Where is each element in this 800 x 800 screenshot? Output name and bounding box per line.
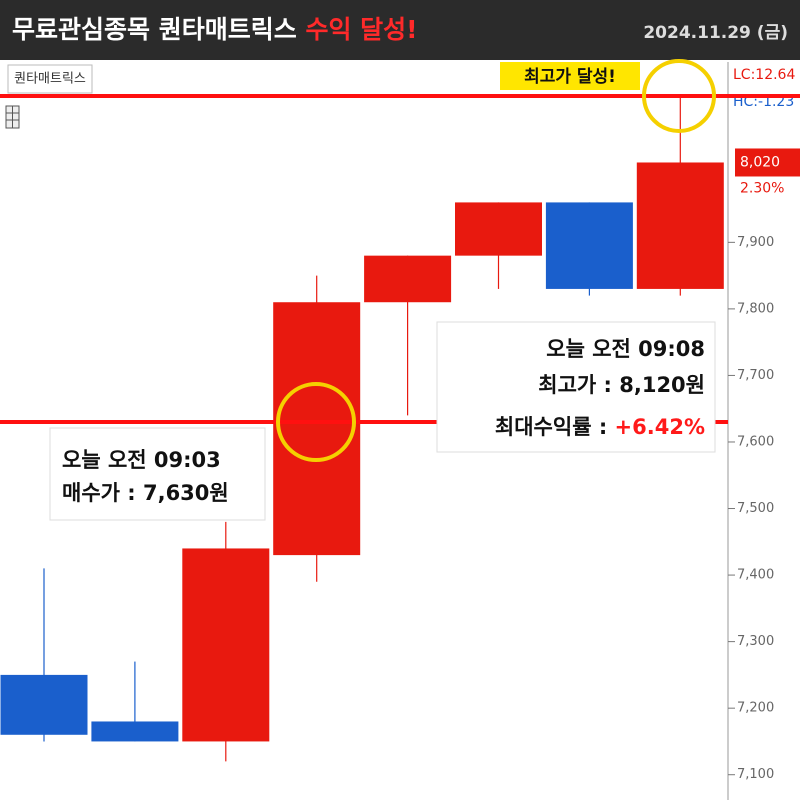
grid-icon [5,105,20,129]
buy-box [49,427,266,521]
current-price: 8,020 [740,154,780,170]
buy-circle [276,382,356,463]
y-tick-label: 7,200 [737,701,774,716]
candle-body [0,674,88,735]
y-tick-label: 7,100 [737,767,774,782]
y-tick-label: 7,700 [737,368,774,383]
candle-body [364,255,452,303]
y-tick-label: 7,400 [737,568,774,583]
chart-label-box [7,64,93,94]
buy-price: 매수가 : 7,630원 [62,481,229,505]
return-value: +6.42% [615,415,705,439]
lc-label: LC:12.64 [733,67,795,83]
candle-body [455,202,542,256]
candle-body [273,302,361,556]
candle-body [636,162,724,289]
high-note: 최고가 달성! [524,66,616,87]
candle-body [91,721,179,742]
return-label: 최대수익률 : [495,415,615,439]
y-tick-label: 7,900 [737,235,774,250]
return-line: 최대수익률 : +6.42% [495,415,705,439]
title-main: 무료관심종목 퀀타매트릭스 [12,15,297,44]
current-price-box [735,148,800,177]
title: 무료관심종목 퀀타매트릭스 수익 달성! [12,15,418,44]
chart-label: 퀀타매트릭스 [14,72,86,87]
high-price: 최고가 : 8,120원 [538,373,705,397]
title-highlight: 수익 달성! [305,15,417,44]
y-tick-label: 7,800 [737,301,774,316]
buy-time: 오늘 오전 09:03 [62,448,221,472]
hc-label: HC:-1.23 [733,94,794,110]
high-box [436,321,716,453]
candle-body [545,202,633,289]
header-bar [0,0,800,60]
candle-body [182,548,270,742]
y-tick-label: 7,300 [737,634,774,649]
y-tick-label: 7,500 [737,501,774,516]
high-time: 오늘 오전 09:08 [546,337,705,361]
change: 2.30% [740,180,784,196]
y-tick-label: 7,600 [737,434,774,449]
date: 2024.11.29 (금) [643,23,788,43]
high-note-bg [500,62,640,90]
high-circle [642,58,716,133]
